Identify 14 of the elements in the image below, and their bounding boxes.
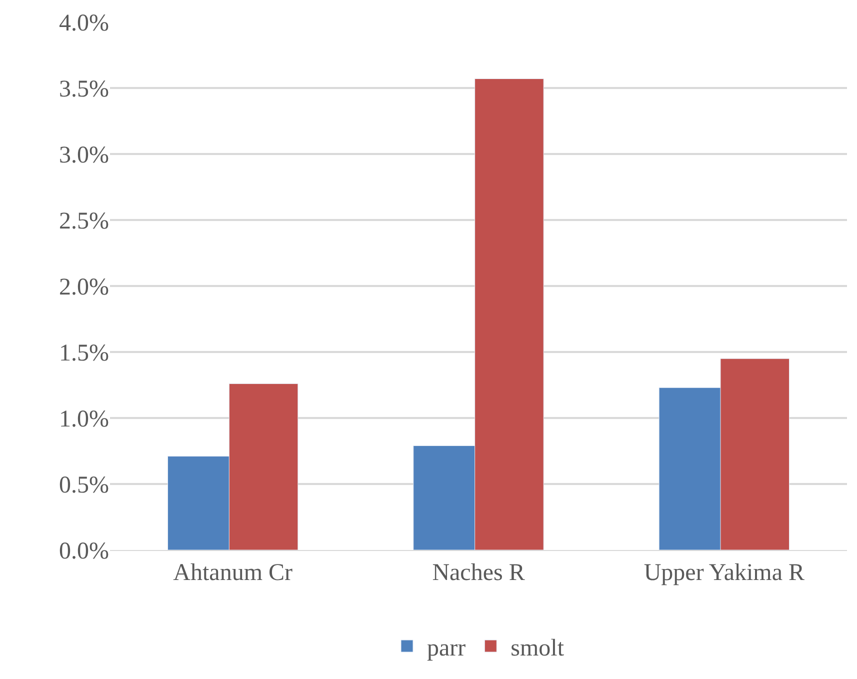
y-tick-label: 1.0% <box>59 406 109 432</box>
y-tick-label: 2.5% <box>59 208 109 234</box>
x-tick-label: Ahtanum Cr <box>173 560 292 586</box>
y-tick-label: 4.0% <box>59 10 109 36</box>
y-tick-label: 3.0% <box>59 142 109 168</box>
y-tick-label: 1.5% <box>59 340 109 366</box>
legend-label: parr <box>427 635 466 662</box>
y-tick-label: 0.0% <box>59 538 109 564</box>
x-tick-label: Naches R <box>432 560 525 586</box>
y-tick-label: 2.0% <box>59 274 109 300</box>
legend-label: smolt <box>510 635 564 662</box>
y-tick-label: 0.5% <box>59 472 109 498</box>
x-tick-label: Upper Yakima R <box>644 560 805 586</box>
y-tick-label: 3.5% <box>59 76 109 102</box>
